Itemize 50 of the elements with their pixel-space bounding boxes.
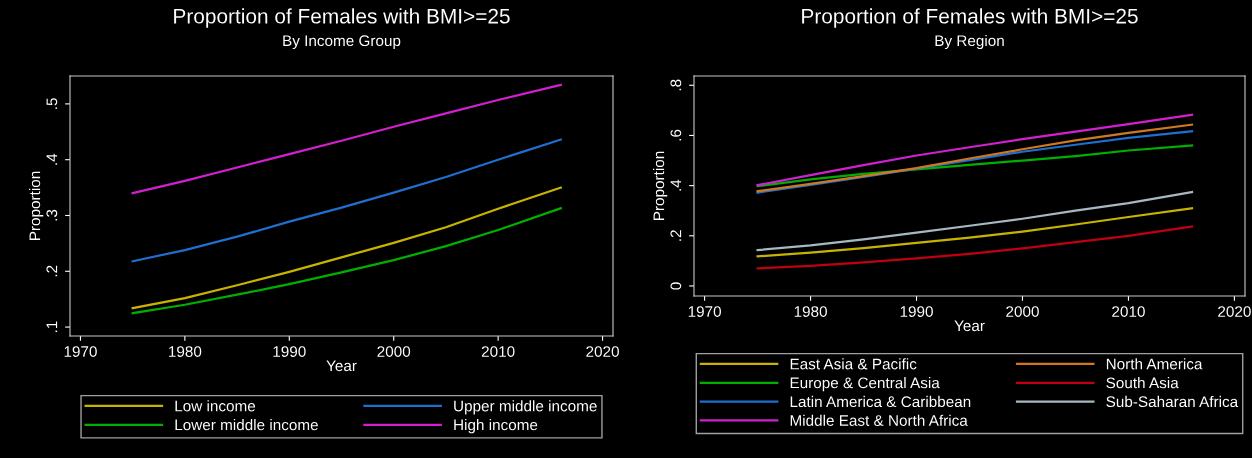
x-tick-label: 2000 <box>1006 306 1039 317</box>
legend-label: Low income <box>175 400 256 412</box>
x-tick-label: 2020 <box>1218 306 1251 317</box>
y-tick-label: .2 <box>670 230 682 241</box>
x-tick-label: 1970 <box>64 346 97 357</box>
line-series <box>131 186 562 310</box>
y-tick-label: .5 <box>46 98 58 109</box>
x-axis-title: Year <box>326 360 357 372</box>
x-tick-label: 2010 <box>1112 306 1145 317</box>
line-series <box>131 207 562 315</box>
legend-label: Lower middle income <box>175 419 318 431</box>
y-tick-label: .8 <box>670 79 682 91</box>
y-tick-label: .4 <box>46 153 58 165</box>
y-tick-label: 0 <box>670 282 682 290</box>
legend-label: Middle East & North Africa <box>790 414 968 426</box>
y-tick-label: .3 <box>46 209 58 221</box>
chart-title: Proportion of Females with BMI>=25 <box>174 8 510 28</box>
line-series <box>756 207 1194 258</box>
line-series <box>756 191 1194 252</box>
y-tick-label: .4 <box>670 179 682 191</box>
chart-subtitle: By Region <box>935 34 1004 50</box>
y-tick-label: .1 <box>46 321 58 333</box>
x-tick-label: 1990 <box>900 306 933 317</box>
y-axis-title: Proportion <box>653 151 668 220</box>
y-axis-title: Proportion <box>29 171 44 240</box>
legend-label: Latin America & Caribbean <box>790 395 971 408</box>
line-series <box>756 113 1194 187</box>
legend-label: North America <box>1106 358 1203 370</box>
x-tick-label: 1980 <box>794 306 827 317</box>
legend-label: Europe & Central Asia <box>790 377 940 392</box>
legend-label: High income <box>454 419 538 434</box>
y-tick-label: .6 <box>670 129 682 141</box>
legend-label: Sub-Saharan Africa <box>1106 395 1239 408</box>
y-tick-label: .2 <box>46 265 58 277</box>
legend-label: South Asia <box>1106 377 1179 389</box>
legend-label: Upper middle income <box>454 400 597 415</box>
legend-label: East Asia & Pacific <box>790 358 917 370</box>
line-series <box>756 225 1194 270</box>
x-tick-label: 2010 <box>481 346 515 357</box>
x-tick-label: 1990 <box>273 346 306 357</box>
line-series <box>756 144 1194 188</box>
line-series <box>131 138 562 263</box>
x-tick-label: 1970 <box>688 306 721 317</box>
x-tick-label: 2020 <box>586 346 619 357</box>
x-tick-label: 1980 <box>169 346 202 357</box>
chart-subtitle: By Income Group <box>283 35 401 50</box>
x-tick-label: 2000 <box>377 346 411 357</box>
x-axis-title: Year <box>954 320 985 332</box>
chart-title: Proportion of Females with BMI>=25 <box>802 8 1138 28</box>
line-series <box>131 83 562 195</box>
